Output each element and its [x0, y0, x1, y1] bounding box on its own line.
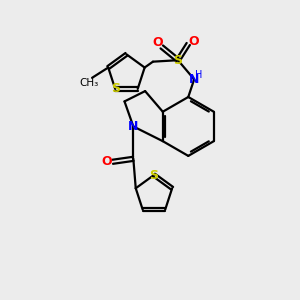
Text: S: S: [111, 82, 120, 95]
Text: CH₃: CH₃: [80, 78, 99, 88]
Text: N: N: [128, 120, 139, 133]
Text: S: S: [173, 54, 182, 67]
Text: S: S: [149, 169, 158, 182]
Text: N: N: [189, 73, 200, 86]
Text: O: O: [101, 155, 112, 168]
Text: O: O: [189, 34, 200, 48]
Text: H: H: [195, 70, 202, 80]
Text: O: O: [152, 36, 163, 49]
